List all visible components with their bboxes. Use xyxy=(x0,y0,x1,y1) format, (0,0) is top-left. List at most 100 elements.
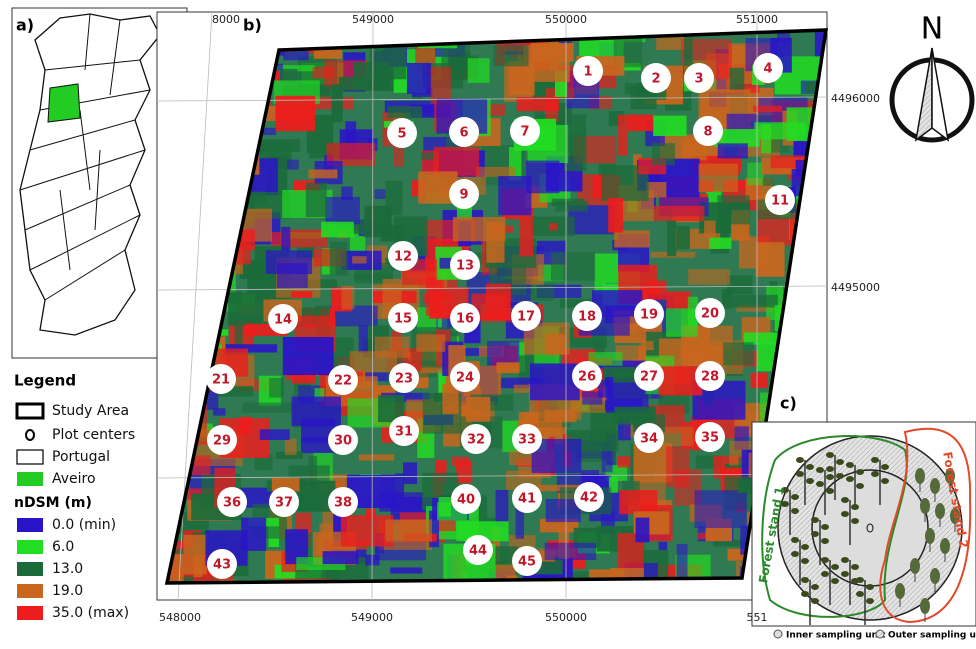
plot-label: 36 xyxy=(223,496,241,511)
plot-label: 20 xyxy=(701,307,719,322)
plot-label: 35 xyxy=(701,431,719,446)
plot-marker xyxy=(572,301,602,331)
grid-line xyxy=(157,473,827,479)
legend-label: Aveiro xyxy=(52,471,96,487)
y-tick-label: 4495000 xyxy=(831,281,880,294)
raster-patch xyxy=(271,65,315,72)
plot-marker xyxy=(450,362,480,392)
raster-patch xyxy=(451,456,469,467)
tree-crown xyxy=(811,517,819,523)
district-borders xyxy=(19,13,151,301)
plot-label: 14 xyxy=(274,313,292,328)
raster-patch xyxy=(406,62,432,94)
tree-crown xyxy=(846,462,854,468)
plot-center xyxy=(866,523,874,533)
tree-crown xyxy=(856,483,864,489)
plot-marker xyxy=(463,535,493,565)
raster-patch xyxy=(676,543,688,582)
legend-swatch xyxy=(17,518,43,532)
tree-crown xyxy=(796,471,804,477)
tree-crown xyxy=(826,452,834,458)
plot-marker xyxy=(328,425,358,455)
plot-marker xyxy=(510,116,540,146)
raster-patch xyxy=(234,325,243,351)
raster-patch xyxy=(329,241,348,276)
raster-patch xyxy=(442,383,459,414)
raster-patch xyxy=(387,106,423,119)
tree-crown xyxy=(930,568,940,584)
tree-crown xyxy=(811,598,819,604)
raster-patch xyxy=(515,500,524,539)
tree-crown xyxy=(881,478,889,484)
raster-patch xyxy=(646,182,667,198)
raster-patch xyxy=(619,490,658,515)
tree-crown xyxy=(821,571,829,577)
tree-crown xyxy=(801,558,809,564)
plot-label: 1 xyxy=(583,65,592,80)
raster-patch xyxy=(658,366,703,396)
raster-patch xyxy=(393,134,405,167)
legend-symbol xyxy=(17,472,43,486)
raster-patch xyxy=(341,186,353,201)
tree-crown xyxy=(821,538,829,544)
legend-label: 13.0 xyxy=(52,561,83,577)
raster-patch xyxy=(439,257,455,269)
plot-marker xyxy=(387,118,417,148)
tree-crown xyxy=(866,598,874,604)
raster-patch xyxy=(529,363,580,401)
tree-crown xyxy=(801,544,809,550)
raster-patch xyxy=(712,539,755,547)
x-tick-label: 549000 xyxy=(352,13,394,26)
raster-patch xyxy=(381,392,430,402)
legend-swatch xyxy=(17,584,43,598)
raster-patch xyxy=(635,517,650,543)
raster-patch xyxy=(652,143,675,166)
legend: Legend nDSM (m) Study Area Plot centers Po… xyxy=(14,372,135,622)
raster-patch xyxy=(666,291,691,310)
raster-patch xyxy=(564,134,587,172)
raster-patch xyxy=(709,237,732,249)
grid xyxy=(157,12,827,600)
legend-label: Plot centers xyxy=(52,427,135,443)
raster-patch xyxy=(821,354,826,379)
x-tick-label: 548000 xyxy=(159,611,201,624)
plot-label: 38 xyxy=(334,496,352,511)
plot-marker xyxy=(684,63,714,93)
raster-patch xyxy=(275,451,303,459)
plot-label: 29 xyxy=(213,434,231,449)
raster-patch xyxy=(281,226,291,251)
raster-patch xyxy=(551,198,585,207)
plot-marker xyxy=(450,250,480,280)
raster-patch xyxy=(390,567,423,574)
plot-label: 22 xyxy=(334,374,352,389)
tree-crown xyxy=(871,457,879,463)
plot-label: 4 xyxy=(763,62,772,77)
plot-marker xyxy=(450,303,480,333)
tree-crown xyxy=(816,467,824,473)
raster-patch xyxy=(754,122,806,140)
raster-patch xyxy=(688,269,731,285)
x-tick-label: 550000 xyxy=(545,611,587,624)
raster-patch xyxy=(825,133,826,175)
plot-marker xyxy=(389,363,419,393)
y-tick-label: 4496000 xyxy=(831,92,880,105)
stand-1-border xyxy=(761,435,908,618)
raster-patch xyxy=(726,275,753,295)
raster-patch xyxy=(475,495,488,519)
plot-label: 33 xyxy=(518,433,536,448)
legend-label: 0.0 (min) xyxy=(52,517,116,533)
north-label: N xyxy=(921,12,943,47)
tree-crown xyxy=(851,564,859,570)
plot-marker xyxy=(695,298,725,328)
plot-label: 9 xyxy=(459,188,468,203)
raster-patch xyxy=(312,66,335,79)
plot-label: 21 xyxy=(212,373,230,388)
plot-marker xyxy=(634,423,664,453)
legend-subtitle: nDSM (m) xyxy=(14,495,92,511)
diagram-legend: Outer sampling unit xyxy=(888,631,976,641)
plot-label: 32 xyxy=(467,433,485,448)
stand-2-border xyxy=(879,427,972,624)
raster-patch xyxy=(279,68,298,83)
raster-patch xyxy=(666,308,698,337)
